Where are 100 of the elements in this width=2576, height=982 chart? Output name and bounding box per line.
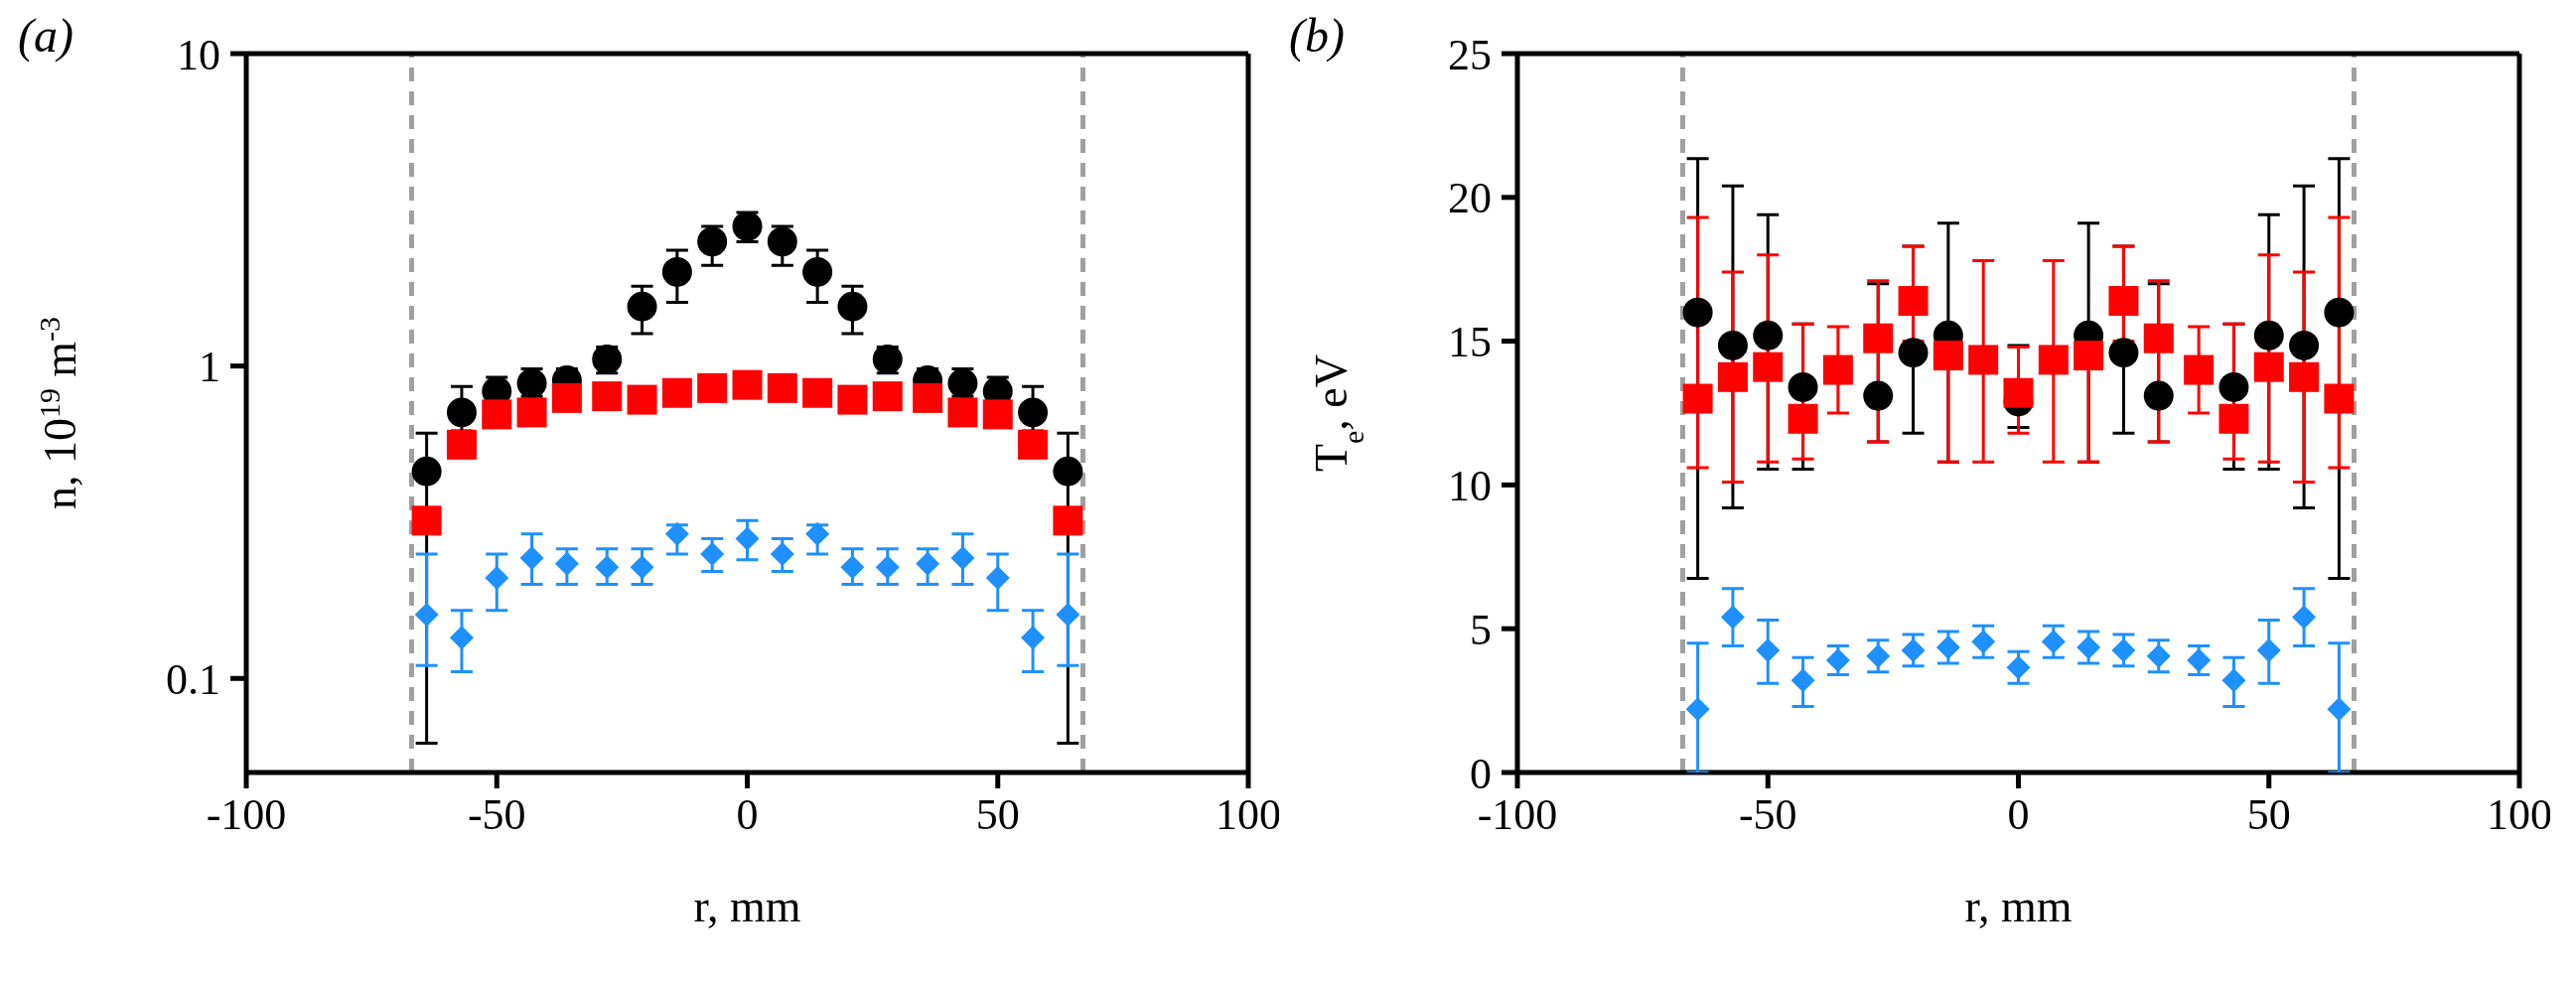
point xyxy=(805,521,830,546)
point xyxy=(2108,286,2139,317)
point xyxy=(1901,637,1926,662)
point xyxy=(1932,341,1963,371)
y-tick-label: 25 xyxy=(1448,30,1492,79)
point xyxy=(551,382,582,413)
y-tick-label: 5 xyxy=(1470,605,1492,654)
point xyxy=(1018,397,1049,428)
point xyxy=(913,382,943,413)
point xyxy=(2038,345,2069,375)
y-tick-label: 0.1 xyxy=(166,654,220,704)
point xyxy=(1682,383,1713,414)
x-tick-label: 100 xyxy=(1216,790,1281,840)
point xyxy=(446,397,477,428)
point xyxy=(1021,626,1046,650)
x-tick-label: 50 xyxy=(975,790,1020,840)
point xyxy=(1018,429,1049,460)
point xyxy=(485,565,509,590)
point xyxy=(2108,338,2139,368)
point xyxy=(1790,668,1815,693)
point xyxy=(916,551,940,576)
point xyxy=(697,372,728,403)
point xyxy=(770,542,794,567)
point xyxy=(1717,330,1748,360)
point xyxy=(982,399,1013,430)
point xyxy=(1971,630,1996,654)
point xyxy=(2289,361,2320,392)
point xyxy=(950,545,975,570)
point xyxy=(985,565,1010,590)
point xyxy=(411,456,442,487)
point xyxy=(1756,637,1781,662)
x-tick-label: 0 xyxy=(736,790,759,840)
x-tick-label: 100 xyxy=(2487,790,2552,840)
point xyxy=(411,505,442,536)
point xyxy=(661,256,692,287)
point xyxy=(697,226,728,257)
point xyxy=(2146,643,2171,668)
x-tick-label: -100 xyxy=(206,790,287,840)
point xyxy=(802,377,833,408)
point xyxy=(1788,403,1818,434)
point xyxy=(1968,345,1999,375)
point xyxy=(767,372,797,403)
point xyxy=(1898,338,1929,368)
point xyxy=(1685,697,1710,722)
point xyxy=(2256,637,2281,662)
x-axis-title: r, mm xyxy=(693,881,801,931)
point xyxy=(1753,351,1784,382)
point xyxy=(446,429,477,460)
point xyxy=(627,291,657,322)
point xyxy=(664,521,689,546)
point xyxy=(1866,643,1891,668)
point xyxy=(2143,323,2174,353)
point xyxy=(1822,354,1853,385)
point xyxy=(1056,603,1080,628)
point xyxy=(735,526,760,551)
x-tick-label: 50 xyxy=(2246,790,2291,840)
point xyxy=(1788,371,1818,402)
y-tick-label: 15 xyxy=(1448,318,1492,367)
point xyxy=(482,399,512,430)
x-tick-label: -50 xyxy=(1738,790,1797,840)
point xyxy=(837,291,868,322)
point xyxy=(592,381,623,412)
point xyxy=(700,542,725,567)
x-axis-title: r, mm xyxy=(1964,881,2073,931)
point xyxy=(1863,323,1894,353)
x-tick-label: 0 xyxy=(2007,790,2030,840)
point xyxy=(2074,341,2104,371)
point xyxy=(2324,297,2355,328)
point xyxy=(2076,635,2101,660)
point xyxy=(2292,605,2317,630)
y-tick-label: 10 xyxy=(177,30,220,79)
y-tick-label: 10 xyxy=(1448,462,1492,511)
point xyxy=(2006,655,2031,680)
point xyxy=(875,555,900,580)
point xyxy=(1720,605,1745,630)
point xyxy=(2253,320,2284,351)
point xyxy=(1053,456,1083,487)
point xyxy=(2289,330,2320,360)
point xyxy=(661,377,692,408)
point xyxy=(2111,637,2136,662)
point xyxy=(414,603,439,628)
point xyxy=(2221,668,2246,693)
x-tick-label: -50 xyxy=(467,790,526,840)
point xyxy=(2003,377,2034,408)
point xyxy=(732,369,763,400)
point xyxy=(802,256,833,287)
point xyxy=(2143,380,2174,411)
point xyxy=(519,545,544,570)
point xyxy=(1753,320,1784,351)
point xyxy=(516,397,547,428)
point xyxy=(2218,403,2249,434)
y-tick-label: 20 xyxy=(1448,174,1492,223)
point xyxy=(627,384,657,415)
point xyxy=(1898,286,1929,317)
point xyxy=(2041,630,2066,654)
point xyxy=(630,555,654,580)
point xyxy=(2218,371,2249,402)
point xyxy=(837,384,868,415)
point xyxy=(1717,361,1748,392)
point xyxy=(2184,354,2215,385)
